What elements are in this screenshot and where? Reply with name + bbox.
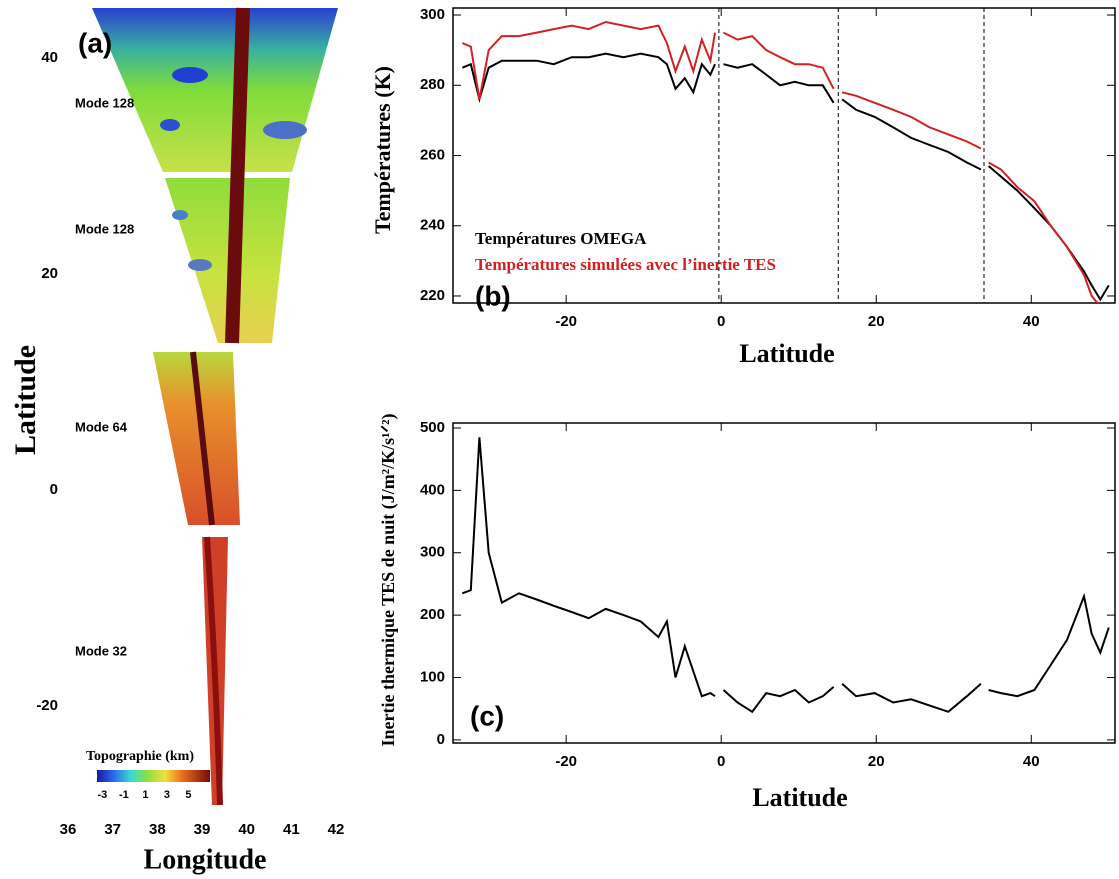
plot-frame xyxy=(452,422,1116,744)
x-tick-label: 0 xyxy=(717,753,725,770)
legend-entry: Températures simulées avec l’inertie TES xyxy=(475,255,776,274)
x-tick-label: -20 xyxy=(555,313,577,330)
x-axis-title: Latitude xyxy=(752,783,847,812)
data-line xyxy=(461,20,1099,303)
legend-entry: Températures OMEGA xyxy=(475,229,647,248)
panel-label: (b) xyxy=(475,280,511,311)
x-tick-label: 40 xyxy=(238,821,255,838)
y-axis-title: Températures (K) xyxy=(370,66,395,234)
y-tick-label: 260 xyxy=(420,146,445,163)
map-image xyxy=(92,7,338,806)
colorbar-tick-label: 1 xyxy=(142,789,148,801)
x-tick-label: 0 xyxy=(717,313,725,330)
x-tick-label: 37 xyxy=(104,821,121,838)
colorbar-tick-label: 3 xyxy=(164,789,170,801)
y-tick-label: 20 xyxy=(41,265,58,282)
y-tick-label: 300 xyxy=(420,6,445,23)
x-tick-label: 42 xyxy=(328,821,345,838)
y-tick-label: 220 xyxy=(420,287,445,304)
panel-label: (c) xyxy=(470,700,504,731)
x-tick-label: -20 xyxy=(555,753,577,770)
data-line xyxy=(461,437,1110,714)
x-tick-label: 20 xyxy=(868,753,885,770)
x-axis-title: Latitude xyxy=(739,339,834,368)
colorbar-tick-label: -3 xyxy=(97,789,107,801)
x-tick-label: 39 xyxy=(194,821,211,838)
data-line xyxy=(461,52,1110,302)
y-tick-label: 500 xyxy=(420,419,445,436)
y-tick-label: 0 xyxy=(437,731,445,748)
x-tick-label: 36 xyxy=(60,821,77,838)
x-tick-label: 41 xyxy=(283,821,300,838)
y-tick-label: 300 xyxy=(420,544,445,561)
y-tick-label: 400 xyxy=(420,481,445,498)
x-tick-label: 38 xyxy=(149,821,166,838)
x-tick-label: 40 xyxy=(1023,313,1040,330)
colorbar-tick-label: 5 xyxy=(185,789,191,801)
mode-label: Mode 32 xyxy=(75,643,127,658)
y-tick-label: 280 xyxy=(420,76,445,93)
colorbar-title: Topographie (km) xyxy=(86,749,194,764)
colorbar-tick-label: -1 xyxy=(119,789,129,801)
x-tick-label: 20 xyxy=(868,313,885,330)
x-axis-title: Longitude xyxy=(144,844,267,875)
y-axis-title: Inertie thermique TES de nuit (J/m²/K/s¹… xyxy=(378,414,399,747)
y-axis-title: Latitude xyxy=(9,345,42,455)
y-tick-label: 0 xyxy=(50,481,58,498)
y-tick-label: 40 xyxy=(41,49,58,66)
y-tick-label: 200 xyxy=(420,606,445,623)
panel-label: (a) xyxy=(78,27,112,58)
x-tick-label: 40 xyxy=(1023,753,1040,770)
mode-label: Mode 128 xyxy=(75,95,134,110)
y-tick-label: -20 xyxy=(36,697,58,714)
mode-label: Mode 64 xyxy=(75,419,128,434)
mode-label: Mode 128 xyxy=(75,221,134,236)
y-tick-label: 100 xyxy=(420,668,445,685)
y-tick-label: 240 xyxy=(420,217,445,234)
